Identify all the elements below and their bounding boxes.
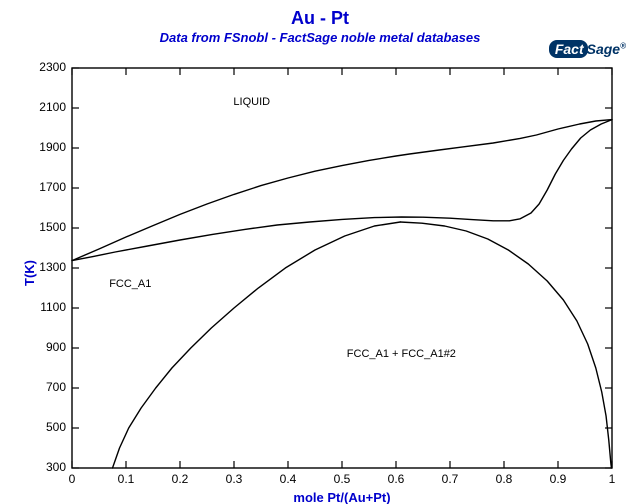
x-tick-label: 0.9 xyxy=(543,472,573,486)
x-tick-label: 0.4 xyxy=(273,472,303,486)
y-tick-label: 900 xyxy=(46,340,66,354)
y-tick-label: 1500 xyxy=(39,220,66,234)
x-tick-label: 0.5 xyxy=(327,472,357,486)
y-tick-label: 2300 xyxy=(39,60,66,74)
x-tick-label: 0 xyxy=(57,472,87,486)
region-label: FCC_A1 xyxy=(109,278,151,290)
y-tick-label: 700 xyxy=(46,380,66,394)
x-tick-label: 0.2 xyxy=(165,472,195,486)
x-tick-label: 1 xyxy=(597,472,627,486)
x-tick-label: 0.6 xyxy=(381,472,411,486)
region-label: FCC_A1 + FCC_A1#2 xyxy=(347,348,456,360)
phase-diagram-plot xyxy=(0,0,640,504)
y-tick-label: 1900 xyxy=(39,140,66,154)
y-tick-label: 500 xyxy=(46,420,66,434)
x-axis-label: mole Pt/(Au+Pt) xyxy=(72,490,612,504)
y-tick-label: 1700 xyxy=(39,180,66,194)
x-tick-label: 0.3 xyxy=(219,472,249,486)
y-axis-label: T(K) xyxy=(22,260,37,286)
y-tick-label: 300 xyxy=(46,460,66,474)
region-label: LIQUID xyxy=(233,96,270,108)
y-tick-label: 1100 xyxy=(40,300,66,314)
x-tick-label: 0.8 xyxy=(489,472,519,486)
y-tick-label: 1300 xyxy=(39,260,66,274)
x-tick-label: 0.7 xyxy=(435,472,465,486)
y-tick-label: 2100 xyxy=(39,100,66,114)
x-tick-label: 0.1 xyxy=(111,472,141,486)
